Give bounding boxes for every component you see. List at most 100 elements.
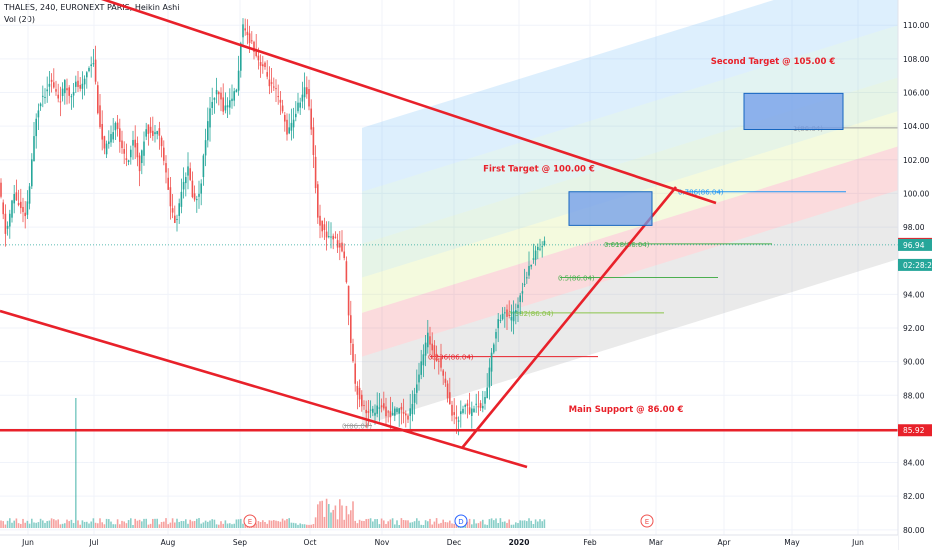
- volume-bar: [257, 521, 260, 528]
- candle-body: [130, 149, 132, 158]
- volume-bar: [416, 518, 418, 528]
- candle-body: [83, 78, 86, 85]
- volume-bar: [466, 521, 469, 528]
- candle-body: [103, 136, 106, 149]
- candle-body: [292, 119, 295, 128]
- volume-bar: [504, 521, 506, 528]
- price-axis[interactable]: 110.00 108.00 106.00 104.00 102.00 100.00 98.0…: [897, 0, 932, 550]
- candle-body: [424, 342, 427, 356]
- candle-body: [336, 240, 339, 248]
- volume-bar: [537, 521, 539, 528]
- candle-body: [358, 387, 361, 400]
- volume-bar: [0, 520, 2, 528]
- volume-bar: [464, 524, 466, 528]
- candle-body: [449, 392, 451, 405]
- volume-indicator-label[interactable]: Vol (20): [4, 15, 35, 24]
- time-tick-label: Jul: [88, 538, 98, 547]
- lower-channel-trendline[interactable]: [0, 309, 528, 469]
- volume-bar: [127, 520, 130, 528]
- volume-bar: [334, 505, 337, 528]
- candle-body: [255, 48, 257, 56]
- candle-body: [209, 108, 211, 128]
- volume-bar: [68, 521, 70, 528]
- candle-body: [275, 88, 277, 90]
- candle-body: [486, 387, 488, 399]
- candle-body: [354, 363, 356, 384]
- candle-body: [37, 110, 40, 118]
- candle-body: [493, 344, 495, 353]
- candle-body: [539, 248, 541, 250]
- candle-body: [466, 403, 469, 407]
- volume-bar: [413, 521, 416, 528]
- candle-body: [528, 265, 530, 276]
- volume-bar: [72, 523, 75, 528]
- price-tick-label: 108.00: [903, 55, 929, 64]
- volume-bar: [6, 520, 9, 528]
- volume-bar: [108, 519, 110, 528]
- upper-channel-trendline[interactable]: [90, 0, 717, 205]
- event-marker-d[interactable]: D: [454, 514, 468, 528]
- volume-bar: [244, 523, 246, 528]
- candle-body: [517, 304, 519, 308]
- candle-body: [134, 139, 136, 148]
- volume-bar: [361, 520, 363, 528]
- second-target-box[interactable]: [743, 92, 844, 131]
- candle-body: [112, 132, 114, 140]
- volume-bar: [497, 522, 499, 528]
- first-target-box[interactable]: [568, 191, 653, 226]
- candle-body: [295, 113, 297, 118]
- candle-body: [389, 411, 392, 418]
- volume-bar: [279, 521, 282, 528]
- volume-bar: [479, 521, 482, 528]
- candle-body: [193, 193, 196, 200]
- volume-bar: [303, 524, 306, 528]
- volume-bar: [158, 524, 161, 528]
- volume-bar: [226, 523, 229, 528]
- candle-body: [108, 141, 110, 144]
- candle-body: [435, 353, 438, 362]
- symbol-title: THALES, 240, EURONEXT PARIS, Heikin Ashi: [4, 3, 180, 12]
- volume-bar: [163, 521, 165, 528]
- event-marker-e[interactable]: E: [640, 514, 654, 528]
- volume-bar: [385, 523, 387, 528]
- volume-bar: [442, 519, 444, 528]
- candle-body: [66, 88, 68, 91]
- volume-bar: [180, 520, 183, 528]
- volume-bar: [306, 524, 308, 528]
- volume-bar: [105, 518, 108, 528]
- time-axis[interactable]: Jun Jul Aug Sep Oct Nov Dec 2020 Feb Mar Apr May Jun: [0, 534, 898, 550]
- candle-body: [440, 357, 442, 368]
- candle-body: [314, 156, 317, 189]
- volume-bar: [297, 524, 299, 528]
- price-tick-label: 110.00: [903, 21, 929, 30]
- volume-bar: [484, 524, 486, 528]
- candle-body: [119, 128, 121, 142]
- rising-support-trendline[interactable]: [460, 186, 678, 449]
- candle-body: [411, 403, 414, 415]
- volume-bar: [407, 520, 409, 528]
- candle-body: [4, 213, 7, 234]
- candle-body: [72, 92, 75, 96]
- volume-bar: [523, 520, 526, 528]
- candle-body: [279, 99, 282, 103]
- candle-body: [11, 200, 13, 218]
- candle-body: [13, 193, 15, 204]
- volume-bar: [539, 519, 541, 528]
- volume-bar: [125, 523, 128, 528]
- volume-bar: [75, 398, 77, 528]
- volume-bar: [57, 519, 59, 528]
- volume-bar: [477, 523, 480, 528]
- volume-bar: [147, 524, 150, 528]
- event-marker-e[interactable]: E: [243, 514, 257, 528]
- candle-body: [534, 250, 537, 260]
- candle-body: [400, 406, 403, 410]
- time-tick-label: Feb: [583, 538, 597, 547]
- candle-body: [154, 132, 156, 135]
- candle-body: [334, 236, 337, 238]
- time-tick-label: Apr: [718, 538, 732, 547]
- candle-body: [88, 67, 90, 72]
- candle-body: [442, 370, 444, 376]
